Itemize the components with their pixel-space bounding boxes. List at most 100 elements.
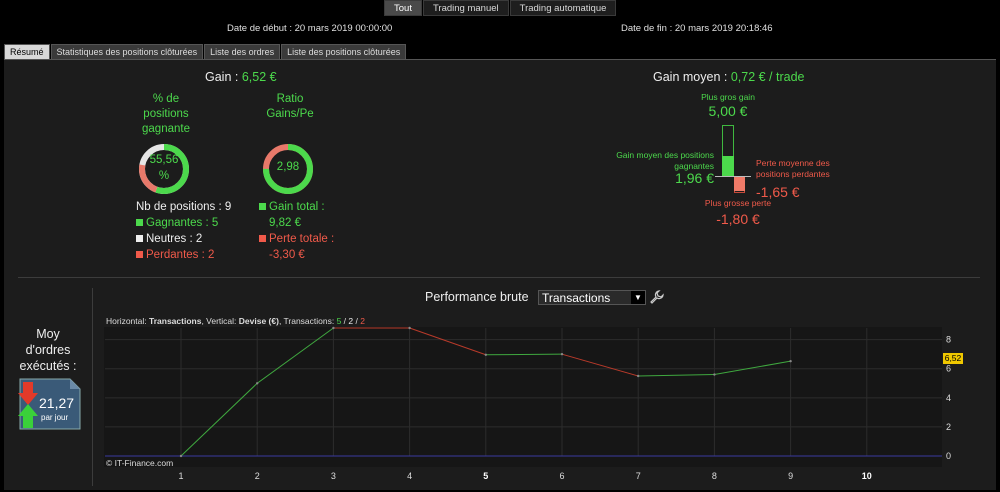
- data-point: [484, 353, 487, 356]
- wrench-icon[interactable]: [650, 290, 664, 304]
- y-tick-label: 2: [946, 422, 951, 432]
- perte-totale-label: Perte totale :: [269, 233, 335, 245]
- end-date: Date de fin : 20 mars 2019 20:18:46: [621, 23, 773, 34]
- pct-donut-red: [139, 144, 189, 194]
- totals-stats: Gain total : 9,82 € Perte totale : -3,30…: [259, 199, 334, 263]
- series-segment: [256, 327, 334, 384]
- tab-resume[interactable]: Résumé: [4, 44, 50, 59]
- tab-liste-ordres[interactable]: Liste des ordres: [204, 44, 281, 59]
- gain-label: Gain :: [205, 70, 242, 84]
- x-tick-label: 3: [331, 471, 336, 481]
- gagnantes-row: Gagnantes : 5: [136, 215, 231, 231]
- green-square-icon: [136, 219, 143, 226]
- data-point: [789, 359, 792, 363]
- perte-totale-value: -3,30 €: [269, 249, 305, 261]
- x-tick-label: 1: [178, 471, 183, 481]
- pct-label: % de positions gagnante: [124, 92, 208, 137]
- x-tick-label: 2: [255, 471, 260, 481]
- neutres-text: Neutres : 2: [146, 233, 203, 245]
- legend-t-green: 5: [336, 316, 342, 326]
- perte-totale-row: Perte totale :: [259, 231, 334, 247]
- x-tick-label: 8: [712, 471, 717, 481]
- gain-moyen-label: Gain moyen :: [653, 70, 731, 84]
- x-tick-label: 4: [407, 471, 412, 481]
- ratio-label-line2: Gains/Pe: [266, 108, 314, 120]
- gain-moyen-heading: Gain moyen : 0,72 € / trade: [653, 70, 805, 84]
- mode-tab-automatique[interactable]: Trading automatique: [509, 0, 617, 16]
- data-point: [179, 454, 183, 458]
- gagnantes-text: Gagnantes : 5: [146, 217, 219, 229]
- x-tick-label: 5: [483, 471, 488, 481]
- legend-sep: /: [353, 316, 361, 326]
- series-segment: [485, 353, 563, 356]
- tab-liste-positions[interactable]: Liste des positions clôturées: [281, 44, 407, 59]
- perdantes-text: Perdantes : 2: [146, 249, 215, 261]
- perdantes-row: Perdantes : 2: [136, 247, 231, 263]
- performance-dropdown[interactable]: Transactions ▼: [538, 290, 646, 305]
- pct-label-line3: gagnante: [142, 123, 190, 135]
- chevron-down-icon: ▼: [631, 291, 645, 304]
- gain-value: 6,52 €: [241, 70, 277, 84]
- legend-h-value: Transactions: [149, 316, 202, 326]
- pct-value-sign: %: [158, 170, 170, 182]
- gain-total-label: Gain total :: [269, 201, 325, 213]
- y-tick-label: 8: [946, 335, 951, 345]
- legend-h-label: Horizontal:: [106, 316, 149, 326]
- ratio-value: 2,98: [276, 161, 300, 173]
- tab-statistiques[interactable]: Statistiques des positions clôturées: [50, 44, 204, 59]
- orders-label-line1: Moy: [36, 327, 60, 341]
- data-point: [408, 326, 411, 330]
- nb-positions: Nb de positions : 9: [136, 201, 232, 213]
- pct-donut-green: [139, 144, 189, 194]
- gain-total-row: Gain total :: [259, 199, 334, 215]
- avg-gain-bar: [722, 156, 734, 176]
- orders-label-line2: d'ordres: [25, 343, 71, 357]
- orders-label-line3: exécutés :: [19, 359, 77, 373]
- perte-moyenne-label-line2: positions perdantes: [756, 169, 830, 179]
- series-segment: [561, 353, 639, 377]
- last-value-badge: 6,52: [943, 353, 963, 364]
- plus-grosse-perte-value: -1,80 €: [716, 211, 760, 227]
- vertical-divider: [92, 288, 93, 486]
- chart-area: [104, 327, 942, 467]
- copyright: © IT-Finance.com: [106, 458, 174, 468]
- plus-grosse-perte-label: Plus grosse perte: [704, 198, 772, 208]
- orders-value: 21,27: [39, 395, 75, 411]
- data-point: [256, 382, 259, 385]
- pct-value-number: 55,56: [149, 154, 179, 166]
- zero-line: [715, 176, 751, 177]
- plus-gros-gain-label: Plus gros gain: [701, 92, 755, 102]
- plus-gros-gain-value: 5,00 €: [708, 103, 748, 119]
- red-square-icon: [136, 251, 143, 258]
- mode-tab-tout[interactable]: Tout: [384, 0, 422, 16]
- section-tabs: Résumé Statistiques des positions clôtur…: [4, 44, 407, 59]
- legend-t-red: 2: [360, 316, 365, 326]
- legend-t-white: 2: [348, 316, 354, 326]
- avg-loss-bar: [734, 176, 745, 191]
- orders-document-icon: [18, 378, 81, 430]
- x-tick-label: 6: [559, 471, 564, 481]
- y-tick-label: 4: [946, 393, 951, 403]
- x-tick-label: 10: [862, 471, 872, 481]
- mode-tabs: Tout Trading manuel Trading automatique: [384, 0, 617, 16]
- orders-label: Moy d'ordres exécutés :: [10, 326, 86, 374]
- series-segment: [409, 327, 486, 356]
- gain-moyen-positions-label-line1: Gain moyen des positions: [616, 150, 714, 160]
- white-square-icon: [136, 235, 143, 242]
- perte-moyenne-label-line1: Perte moyenne des: [756, 158, 830, 168]
- y-tick-label: 6: [946, 364, 951, 374]
- series-segment: [714, 360, 791, 376]
- ratio-label-line1: Ratio: [276, 93, 304, 105]
- legend-v-value: Devise (€): [238, 316, 279, 326]
- data-point: [332, 326, 335, 330]
- pct-donut: [139, 144, 189, 194]
- x-tick-label: 7: [636, 471, 641, 481]
- red-square-icon: [259, 235, 266, 242]
- gain-moyen-positions-label-line2: gagnantes: [674, 161, 714, 171]
- perte-moyenne-label: Perte moyenne des positions perdantes: [756, 158, 846, 180]
- pct-label-line1: % de: [152, 93, 180, 105]
- series-segment: [638, 374, 715, 377]
- mode-tab-manuel[interactable]: Trading manuel: [422, 0, 509, 16]
- gain-total-value: 9,82 €: [269, 217, 301, 229]
